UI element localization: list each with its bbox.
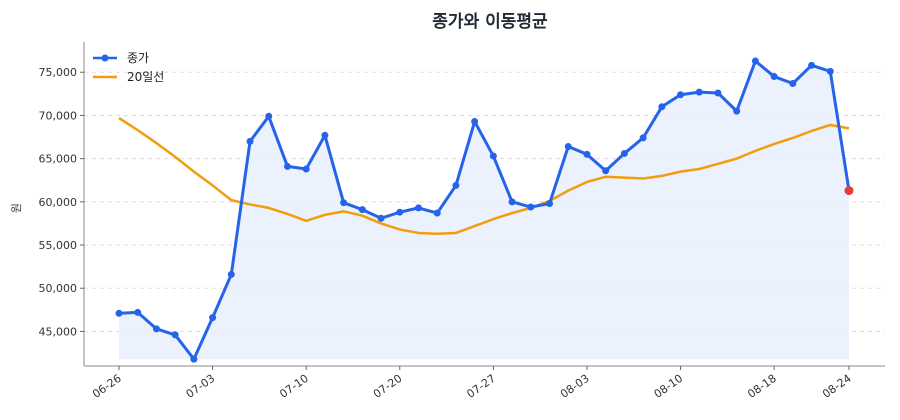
close-point <box>209 314 217 322</box>
close-point <box>471 117 479 125</box>
legend-close-label: 종가 <box>127 51 149 65</box>
close-point <box>695 88 703 96</box>
close-point <box>190 355 198 363</box>
x-tick-label: 08-03 <box>558 372 592 401</box>
y-tick-label: 70,000 <box>39 109 78 122</box>
y-axis-label: 원 <box>10 203 23 213</box>
close-area-fill <box>119 61 849 360</box>
close-point <box>265 112 273 120</box>
close-point <box>152 325 160 333</box>
close-point <box>134 308 142 316</box>
close-point <box>564 143 572 151</box>
close-point <box>433 209 441 217</box>
close-point <box>583 150 591 158</box>
axes <box>83 42 885 367</box>
close-point <box>396 208 404 216</box>
close-point <box>808 61 816 69</box>
close-point <box>751 57 759 65</box>
x-tick-label: 08-18 <box>745 372 779 401</box>
close-point <box>677 91 685 99</box>
close-point <box>620 149 628 157</box>
close-point <box>508 198 516 206</box>
legend: 종가 20일선 <box>93 51 164 84</box>
close-point <box>733 107 741 115</box>
close-point <box>115 309 123 317</box>
x-tick-labels: 06-26 07-03 07-10 07-20 07-27 08-03 08-10 08-18… <box>90 366 854 401</box>
x-tick-label: 08-10 <box>652 372 686 401</box>
close-point <box>414 204 422 212</box>
close-point <box>714 89 722 97</box>
y-tick-label: 75,000 <box>39 66 78 79</box>
close-point <box>789 79 797 87</box>
y-tick-labels: 45,000 50,000 55,000 60,000 65,000 70,000 75,0… <box>39 66 84 338</box>
close-point <box>340 199 348 207</box>
close-point <box>658 103 666 111</box>
close-point <box>283 162 291 170</box>
y-tick-label: 65,000 <box>39 153 78 166</box>
close-point <box>489 152 497 160</box>
close-point <box>602 167 610 175</box>
y-tick-label: 55,000 <box>39 239 78 252</box>
close-point <box>826 67 834 75</box>
y-tick-label: 45,000 <box>39 325 78 338</box>
close-point <box>246 137 254 145</box>
x-tick-label: 07-03 <box>184 372 218 401</box>
x-tick-label: 07-10 <box>277 372 311 401</box>
close-point <box>171 331 179 339</box>
close-point <box>358 206 366 214</box>
plot-lines <box>118 59 851 361</box>
last-close-point <box>844 186 854 196</box>
close-point <box>377 214 385 222</box>
close-point <box>546 200 554 208</box>
legend-close-marker <box>101 54 109 62</box>
x-tick-label: 08-24 <box>820 372 854 401</box>
close-area <box>119 61 849 360</box>
legend-ma20-label: 20일선 <box>127 70 164 84</box>
chart-title: 종가와 이동평균 <box>432 12 548 32</box>
close-markers <box>115 57 854 363</box>
close-point <box>321 131 329 139</box>
x-tick-label: 07-20 <box>371 372 405 401</box>
y-tick-label: 50,000 <box>39 282 78 295</box>
close-point <box>639 134 647 142</box>
close-line <box>118 59 851 361</box>
close-point <box>302 165 310 173</box>
close-point <box>452 181 460 189</box>
close-point <box>770 73 778 81</box>
close-point <box>227 270 235 278</box>
y-tick-label: 60,000 <box>39 196 78 209</box>
x-tick-label: 06-26 <box>90 372 124 401</box>
x-tick-label: 07-27 <box>464 372 498 401</box>
close-point <box>527 203 535 211</box>
